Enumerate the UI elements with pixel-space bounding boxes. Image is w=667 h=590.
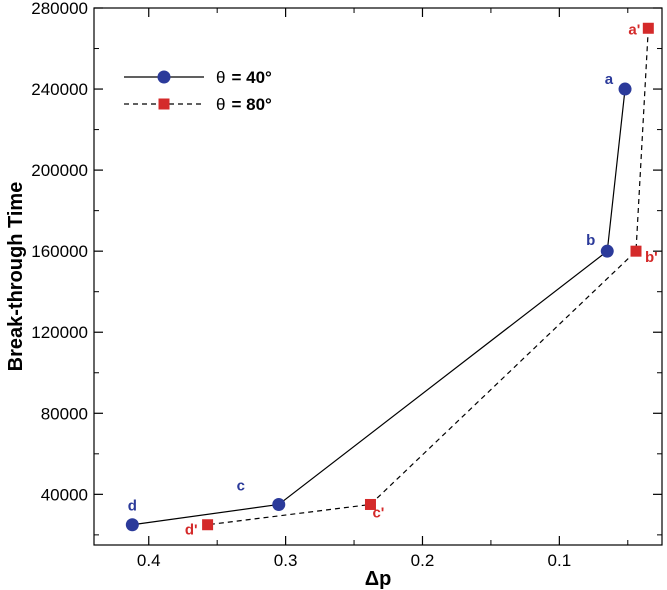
point-label-a-prime: a' bbox=[628, 21, 640, 38]
y-tick-label: 120000 bbox=[31, 323, 88, 342]
x-tick-label: 0.2 bbox=[411, 551, 435, 570]
legend: θ = 40° θ = 80° bbox=[124, 68, 272, 114]
data-point-b bbox=[600, 244, 614, 258]
x-tick-label: 0.3 bbox=[274, 551, 298, 570]
data-point-c bbox=[272, 497, 286, 511]
x-axis-title: Δp bbox=[365, 568, 392, 590]
series-layer bbox=[125, 22, 654, 532]
legend-symbol-theta: θ bbox=[216, 95, 225, 114]
legend-value-theta-40: = 40° bbox=[231, 68, 272, 87]
point-label-b: b bbox=[586, 232, 595, 249]
y-tick-label: 80000 bbox=[41, 404, 88, 423]
axes-layer: 40000 80000 120000 160000 200000 240000 280000… bbox=[31, 0, 663, 570]
data-point-d bbox=[125, 518, 139, 532]
point-labels-layer: a b c d a' b' c' d' bbox=[128, 21, 658, 538]
y-tick-label: 200000 bbox=[31, 161, 88, 180]
legend-marker-theta-40 bbox=[157, 70, 171, 84]
legend-label-theta-80: θ = 80° bbox=[216, 95, 272, 114]
legend-marker-theta-80 bbox=[158, 98, 170, 110]
point-label-c: c bbox=[237, 477, 245, 494]
data-point-b-prime bbox=[630, 245, 642, 257]
data-point-a bbox=[618, 82, 632, 96]
series-line-0 bbox=[132, 88, 626, 526]
legend-label-theta-40: θ = 40° bbox=[216, 68, 272, 87]
x-tick-label: 0.4 bbox=[137, 551, 161, 570]
y-tick-label: 240000 bbox=[31, 80, 88, 99]
point-label-d-prime: d' bbox=[185, 522, 198, 539]
y-axis-title: Break-through Time bbox=[5, 182, 27, 372]
point-label-c-prime: c' bbox=[372, 504, 384, 521]
data-point-a-prime bbox=[642, 22, 654, 34]
data-point-d-prime bbox=[202, 519, 214, 531]
series-line-1 bbox=[207, 28, 649, 526]
plot-frame bbox=[93, 7, 663, 546]
point-label-b-prime: b' bbox=[645, 249, 658, 266]
legend-value-theta-80: = 80° bbox=[231, 95, 272, 114]
x-tick-label: 0.1 bbox=[548, 551, 572, 570]
legend-symbol-theta: θ bbox=[216, 68, 225, 87]
point-label-a: a bbox=[605, 71, 614, 88]
point-label-d: d bbox=[128, 498, 137, 515]
y-tick-label: 280000 bbox=[31, 0, 88, 18]
y-tick-label: 40000 bbox=[41, 485, 88, 504]
data-point-c-prime bbox=[364, 498, 376, 510]
y-tick-label: 160000 bbox=[31, 242, 88, 261]
